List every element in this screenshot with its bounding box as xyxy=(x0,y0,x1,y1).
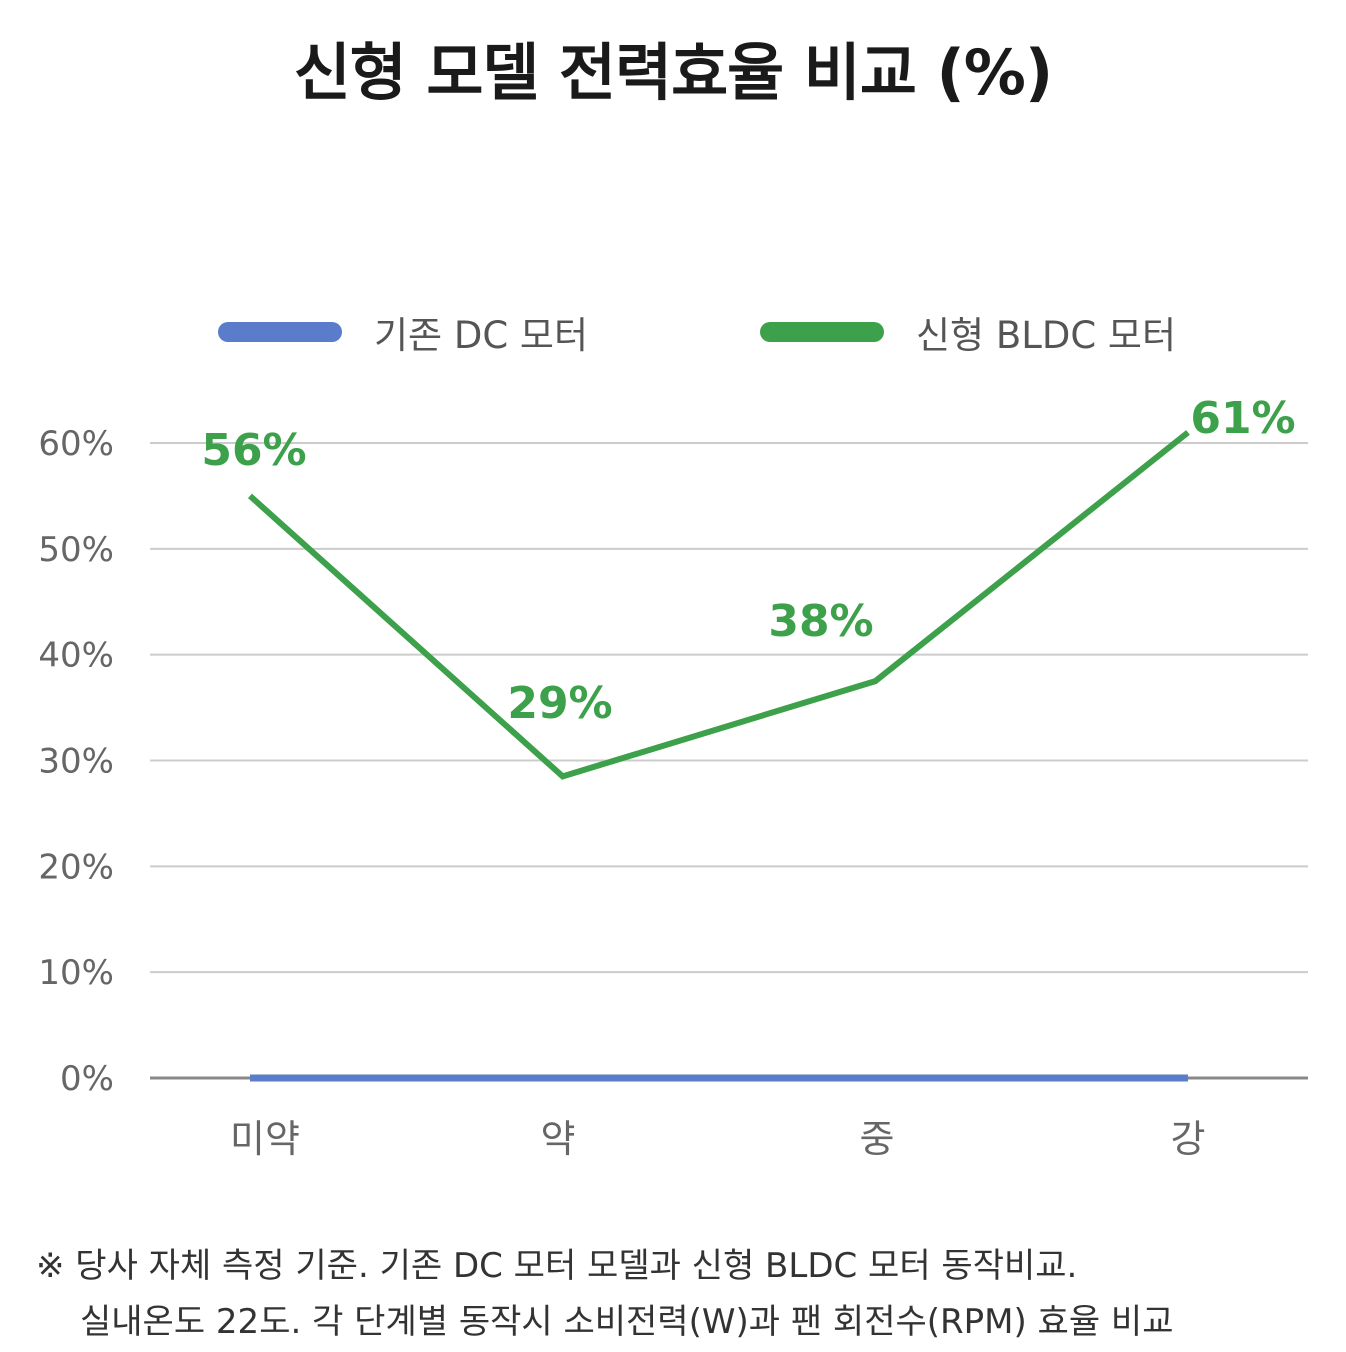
x-tick-label: 중 xyxy=(860,1117,895,1161)
y-tick-label: 20% xyxy=(38,847,114,887)
x-tick-label: 강 xyxy=(1171,1117,1206,1161)
y-tick-label: 60% xyxy=(38,424,114,464)
legend-item-dc-motor: 기존 DC 모터 xyxy=(218,302,588,362)
y-tick-label: 30% xyxy=(38,742,114,782)
x-axis-ticks: 미약 약 중 강 xyxy=(230,1117,1205,1161)
chart-title: 신형 모델 전력효율 비교 (%) xyxy=(293,36,1054,109)
x-tick-label: 약 xyxy=(541,1117,576,1161)
y-tick-label: 10% xyxy=(38,953,114,993)
grid-lines xyxy=(150,442,1308,1080)
line-chart: 0% 10% 20% 30% 40% 50% 60% 미약 약 중 강 56% 29% 38% 61% xyxy=(38,393,1308,1161)
x-tick-label: 미약 xyxy=(230,1117,300,1161)
y-axis-ticks: 0% 10% 20% 30% 40% 50% 60% xyxy=(38,424,114,1099)
legend-label-bldc-motor: 신형 BLDC 모터 xyxy=(916,314,1177,357)
y-tick-label: 50% xyxy=(38,530,114,570)
series-line-bldc-motor xyxy=(247,430,1190,780)
y-tick-label: 0% xyxy=(60,1059,114,1099)
legend-label-dc-motor: 기존 DC 모터 xyxy=(374,314,589,357)
data-label: 38% xyxy=(768,596,873,647)
y-tick-label: 40% xyxy=(38,636,114,676)
data-label: 29% xyxy=(507,678,612,729)
footnote-line-2: 실내온도 22도. 각 단계별 동작시 소비전력(W)과 팬 회전수(RPM) … xyxy=(80,1302,1174,1342)
series-lines xyxy=(247,430,1190,1082)
data-labels: 56% 29% 38% 61% xyxy=(201,393,1295,729)
legend-swatch-bldc-motor xyxy=(760,322,884,342)
chart-legend: 기존 DC 모터 신형 BLDC 모터 xyxy=(0,302,1346,362)
footnote: ※ 당사 자체 측정 기준. 기존 DC 모터 모델과 신형 BLDC 모터 동… xyxy=(36,1238,1326,1350)
legend-swatch-dc-motor xyxy=(218,322,342,342)
legend-item-bldc-motor: 신형 BLDC 모터 xyxy=(760,302,1176,362)
footnote-line-1: ※ 당사 자체 측정 기준. 기존 DC 모터 모델과 신형 BLDC 모터 동… xyxy=(36,1246,1078,1286)
data-label: 56% xyxy=(201,425,306,476)
data-label: 61% xyxy=(1190,393,1295,444)
